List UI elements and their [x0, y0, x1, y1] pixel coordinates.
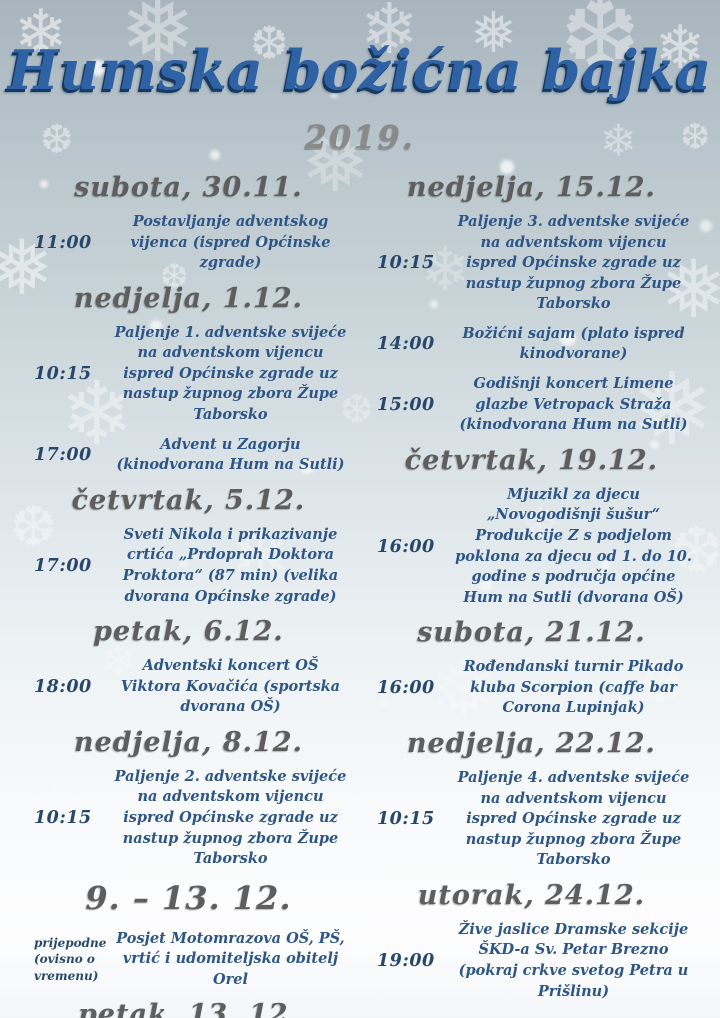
event-description: Godišnji koncert Limene glazbe Vetropack…	[459, 375, 688, 434]
schedule-section: četvrtak, 19.12. 16:00 Mjuzikl za djecu „N…	[369, 445, 694, 608]
schedule-section: subota, 30.11. 11:00 Postavljanje adventsk…	[26, 172, 351, 274]
event-description: Rođendanski turnir Pikado kluba Scorpion…	[463, 658, 684, 717]
event-description: Paljenje 3. adventske svijeće na advents…	[457, 213, 690, 313]
poster-title: Humska božićna bajka	[7, 38, 713, 102]
event-description: Postavljanje adventskog vijenca (ispred …	[130, 213, 331, 272]
event-row: prijepodne (ovisno o vremenu) Posjet Moto…	[26, 929, 351, 991]
poster-year: 2019.	[304, 118, 416, 156]
schedule-section: subota, 21.12. 16:00 Rođendanski turnir Pi…	[369, 617, 694, 719]
event-time: prijepodne (ovisno o vremenu)	[34, 936, 107, 983]
date-header: subota, 30.11.	[74, 172, 303, 203]
event-row: 19:00 Žive jaslice Dramske sekcije ŠKD-a …	[369, 920, 694, 1002]
event-time: 10:15	[377, 253, 435, 274]
date-header: 9. – 13. 12.	[85, 878, 292, 917]
date-header: utorak, 24.12.	[417, 879, 646, 911]
event-time: 14:00	[377, 334, 435, 355]
date-header: četvrtak, 19.12.	[404, 444, 659, 476]
schedule-section: nedjelja, 15.12. 10:15 Paljenje 3. advents…	[369, 172, 694, 436]
date-header: subota, 21.12.	[417, 617, 646, 649]
event-description: Žive jaslice Dramske sekcije ŠKD-a Sv. P…	[458, 920, 689, 1000]
poster-content: Humska božićna bajka 2019. subota, 30.11…	[0, 38, 720, 1018]
schedule-section: četvrtak, 5.12. 17:00 Sveti Nikola i prika…	[26, 485, 351, 607]
schedule-section: nedjelja, 22.12. 10:15 Paljenje 4. advents…	[369, 728, 694, 871]
event-row: 17:00 Advent u Zagorju (kinodvorana Hum n…	[26, 435, 351, 476]
event-time: 16:00	[377, 536, 435, 557]
date-header: petak, 13. 12.	[78, 999, 299, 1018]
event-row: 10:15 Paljenje 4. adventske svijeće na ad…	[369, 768, 694, 871]
event-description: Advent u Zagorju (kinodvorana Hum na Sut…	[116, 435, 345, 474]
event-description: Sveti Nikola i prikazivanje crtića „Prdo…	[122, 525, 339, 605]
event-time: 19:00	[377, 951, 435, 972]
schedule-column-left: subota, 30.11. 11:00 Postavljanje adventsk…	[26, 170, 351, 1018]
event-row: 16:00 Rođendanski turnir Pikado kluba Sco…	[369, 657, 694, 719]
event-description: Adventski koncert OŠ Viktora Kovačića (s…	[120, 657, 341, 716]
event-time: 10:15	[34, 808, 92, 829]
event-description: Paljenje 2. adventske svijeće na advents…	[114, 767, 347, 868]
event-description: Posjet Motomrazova OŠ, PŠ, vrtić i udomi…	[116, 929, 345, 988]
event-time: 18:00	[34, 676, 92, 697]
event-row: 16:00 Mjuzikl za djecu „Novogodišnji šušu…	[369, 485, 694, 608]
event-time: 17:00	[34, 445, 92, 466]
date-header: petak, 6.12.	[93, 616, 284, 648]
date-header: nedjelja, 8.12.	[73, 726, 304, 758]
event-description: Mjuzikl za djecu „Novogodišnji šušur“ Pr…	[455, 485, 692, 606]
event-time: 15:00	[377, 394, 435, 415]
event-description: Božićni sajam (plato ispred kinodvorane)	[462, 324, 685, 363]
date-header: nedjelja, 22.12.	[407, 727, 656, 759]
event-description: Paljenje 1. adventske svijeće na advents…	[114, 323, 347, 424]
event-description: Paljenje 4. adventske svijeće na advents…	[457, 768, 690, 869]
schedule-columns: subota, 30.11. 11:00 Postavljanje adventsk…	[0, 156, 720, 1018]
event-row: 15:00 Godišnji koncert Limene glazbe Vetr…	[369, 374, 694, 436]
event-row: 17:00 Sveti Nikola i prikazivanje crtića …	[26, 525, 351, 607]
event-time: 17:00	[34, 555, 92, 576]
event-row: 10:15 Paljenje 1. adventske svijeće na ad…	[26, 323, 351, 426]
event-row: 10:15 Paljenje 2. adventske svijeće na ad…	[26, 767, 351, 870]
schedule-section: petak, 13. 12.od 14:00X-mas after work p…	[26, 999, 351, 1018]
schedule-section: petak, 6.12. 18:00 Adventski koncert OŠ Vi…	[26, 616, 351, 718]
event-row: 10:15 Paljenje 3. adventske svijeće na ad…	[369, 212, 694, 315]
schedule-section: utorak, 24.12. 19:00 Žive jaslice Dramske …	[369, 880, 694, 1002]
date-header: nedjelja, 15.12.	[407, 172, 656, 203]
date-header: četvrtak, 5.12.	[71, 484, 306, 516]
date-header: nedjelja, 1.12.	[73, 282, 304, 314]
schedule-section: nedjelja, 1.12. 10:15 Paljenje 1. adventsk…	[26, 283, 351, 476]
schedule-section: 9. – 13. 12. prijepodne (ovisno o vremenu…	[26, 879, 351, 991]
event-time: 10:15	[34, 364, 92, 385]
event-row: 18:00 Adventski koncert OŠ Viktora Kovači…	[26, 656, 351, 718]
event-row: 14:00 Božićni sajam (plato ispred kinodvo…	[369, 324, 694, 365]
event-row: 11:00 Postavljanje adventskog vijenca (is…	[26, 212, 351, 274]
event-time: 10:15	[377, 809, 435, 830]
event-time: 11:00	[34, 232, 92, 253]
schedule-section: nedjelja, 8.12. 10:15 Paljenje 2. adventsk…	[26, 727, 351, 870]
schedule-column-right: nedjelja, 15.12. 10:15 Paljenje 3. advents…	[369, 170, 694, 1018]
event-time: 16:00	[377, 678, 435, 699]
